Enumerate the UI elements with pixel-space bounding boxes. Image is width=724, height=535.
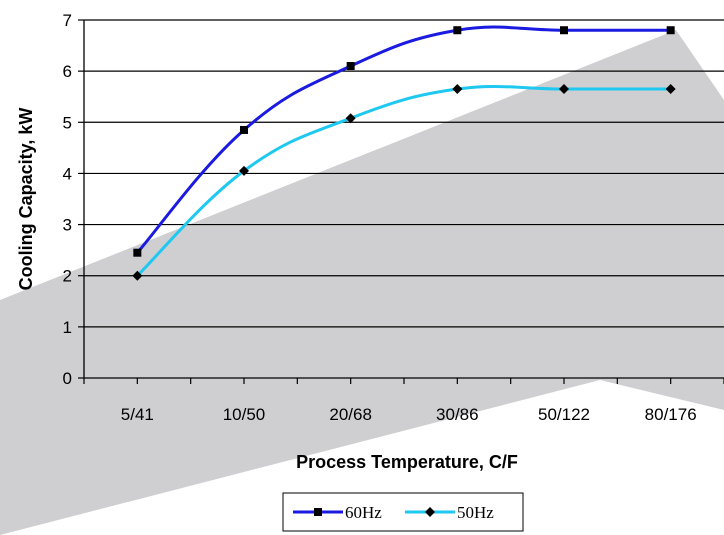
data-point-50Hz-20/68 (345, 113, 356, 124)
y-axis-title: Cooling Capacity, kW (16, 108, 36, 291)
y-tick-label-4: 4 (63, 164, 72, 183)
gridlines (84, 19, 724, 328)
x-tick-label: 80/176 (645, 405, 697, 424)
data-point-60Hz-20/68 (346, 62, 355, 71)
series-line-60Hz (136, 25, 671, 254)
y-tick-label-5: 5 (63, 113, 72, 132)
x-tick-label: 5/41 (121, 405, 154, 424)
series-group (132, 25, 676, 281)
data-point-60Hz-10/50 (240, 125, 248, 134)
data-point-60Hz-50/122 (560, 26, 568, 35)
data-point-50Hz-50/122 (559, 84, 569, 95)
axes (78, 19, 724, 384)
y-tick-label-2: 2 (63, 267, 72, 286)
y-tick-label-1: 1 (63, 318, 72, 337)
x-tick-labels: 5/41 10/50 20/68 30/86 50/122 80/176 (121, 405, 697, 424)
y-tick-label-6: 6 (63, 62, 72, 81)
legend-label-60Hz: 60Hz (345, 503, 382, 522)
y-tick-labels: 0 1 2 3 4 5 6 7 (63, 11, 72, 388)
legend-marker-60Hz (314, 508, 322, 516)
x-tick-label: 30/86 (436, 405, 479, 424)
x-tick-label: 20/68 (329, 405, 372, 424)
data-point-50Hz-80/176 (665, 84, 676, 95)
data-point-60Hz-30/86 (453, 26, 462, 35)
y-tick-label-7: 7 (63, 11, 72, 30)
series-50Hz (132, 84, 676, 281)
y-tick-label-3: 3 (63, 216, 72, 235)
data-point-50Hz-30/86 (452, 84, 463, 95)
data-point-60Hz-5/41 (133, 248, 142, 257)
data-point-50Hz-10/50 (239, 165, 249, 176)
legend-label-50Hz: 50Hz (457, 503, 494, 522)
background-watermark-shape (0, 30, 724, 535)
x-tick-label: 50/122 (538, 405, 590, 424)
x-tick-label: 10/50 (223, 405, 266, 424)
series-line-50Hz (136, 84, 671, 277)
data-point-60Hz-80/176 (666, 26, 675, 35)
series-60Hz (133, 25, 675, 257)
x-axis-title: Process Temperature, C/F (296, 452, 518, 472)
y-tick-label-0: 0 (63, 369, 72, 388)
legend: 60Hz 50Hz (282, 492, 524, 532)
data-point-50Hz-5/41 (132, 270, 143, 281)
legend-marker-50Hz (425, 507, 435, 517)
